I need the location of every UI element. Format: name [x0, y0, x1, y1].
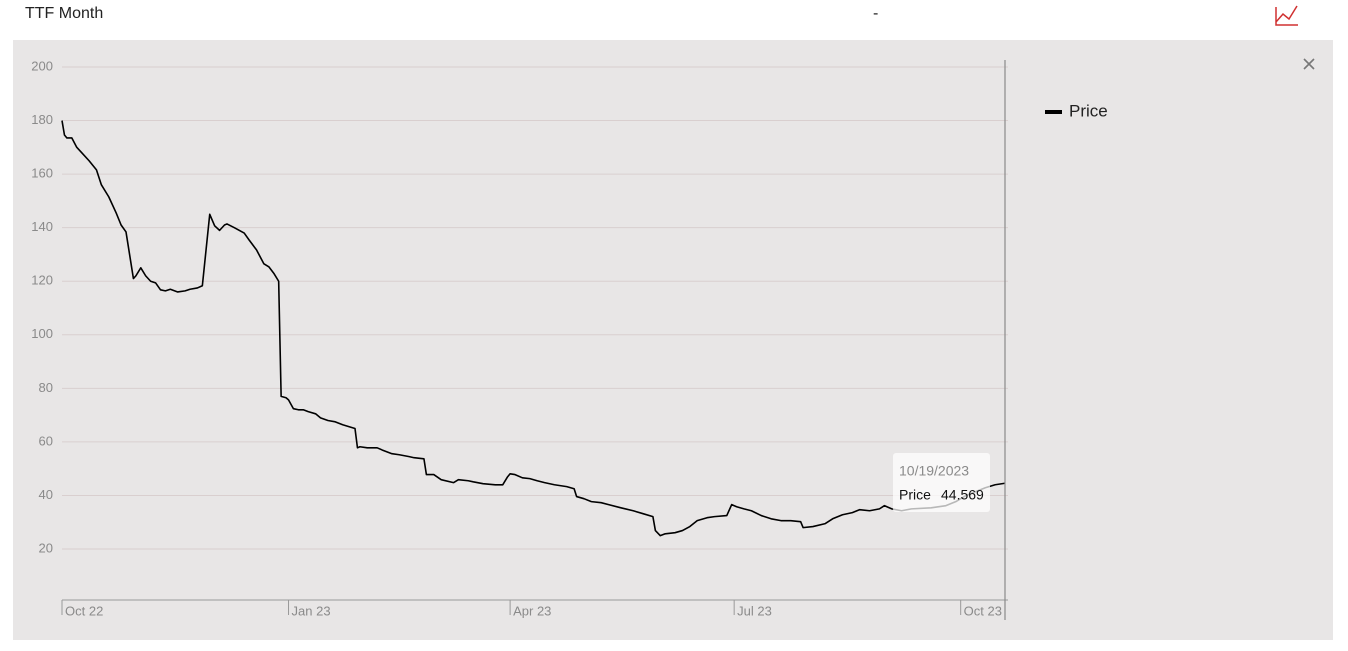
- y-tick-label: 40: [39, 487, 53, 502]
- legend-label: Price: [1069, 101, 1108, 120]
- close-button[interactable]: [1303, 58, 1315, 70]
- icon-glyph[interactable]: [1275, 5, 1298, 26]
- header-value: -: [873, 5, 878, 22]
- x-tick-label: Oct 22: [65, 603, 103, 618]
- tooltip-date: 10/19/2023: [899, 463, 969, 479]
- y-tick-label: 120: [31, 273, 53, 288]
- price-line: [61, 120, 1006, 537]
- chart-panel: [13, 40, 1333, 640]
- y-tick-label: 160: [31, 166, 53, 181]
- tooltip-box: [893, 453, 990, 512]
- y-tick-label: 80: [39, 380, 53, 395]
- tooltip-label: Price: [899, 487, 931, 503]
- x-tick-label: Jul 23: [737, 603, 772, 618]
- tooltip-value: 44.569: [941, 487, 984, 503]
- chart-toggle-icon[interactable]: [1256, 0, 1316, 40]
- y-tick-label: 200: [31, 58, 53, 73]
- y-tick-label: 60: [39, 433, 53, 448]
- x-tick-label: Oct 23: [964, 603, 1002, 618]
- x-tick-label: Jan 23: [292, 603, 331, 618]
- y-tick-label: 20: [39, 540, 53, 555]
- y-tick-label: 180: [31, 112, 53, 127]
- y-tick-label: 100: [31, 326, 53, 341]
- x-tick-label: Apr 23: [513, 603, 551, 618]
- icon-box[interactable]: [1256, 0, 1316, 40]
- y-tick-label: 140: [31, 219, 53, 234]
- header-title: TTF Month: [25, 5, 103, 22]
